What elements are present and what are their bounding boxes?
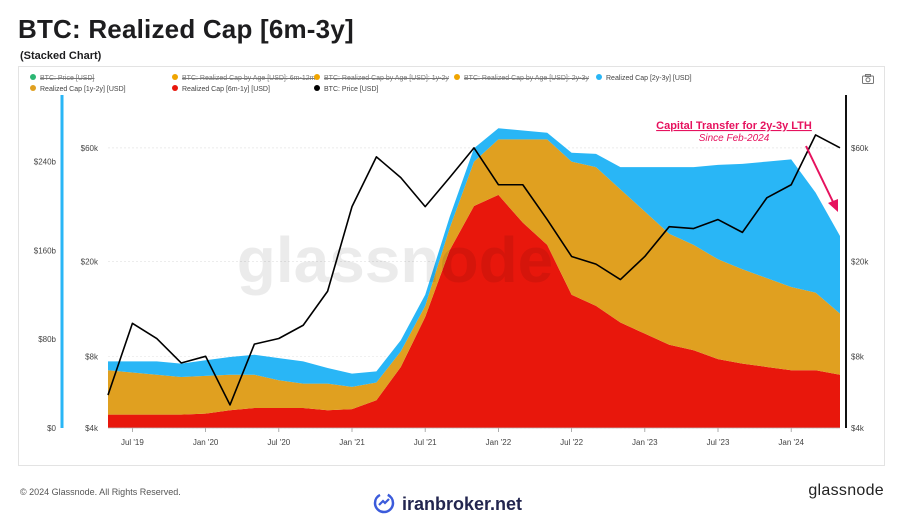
annotation-arrow-line	[805, 145, 835, 205]
left-y-tick-label: $0	[47, 424, 56, 433]
price-tick-label-right: $20k	[851, 258, 869, 267]
glassnode-brand[interactable]: glassnode	[808, 482, 884, 499]
iranbroker-logo-icon	[373, 492, 395, 514]
left-y-tick-label: $240b	[34, 158, 57, 167]
price-tick-label-left: $60k	[81, 144, 99, 153]
x-tick-label: Jul '20	[267, 438, 290, 447]
price-tick-label-left: $8k	[85, 352, 99, 361]
x-tick-label: Jul '22	[560, 438, 583, 447]
legend-dot	[314, 74, 320, 81]
x-tick-label: Jan '22	[486, 438, 512, 447]
x-tick-label: Jul '21	[414, 438, 437, 447]
legend-item-realized-cap-1y-2y[interactable]: Realized Cap [1y-2y] [USD]	[30, 83, 126, 97]
left-y-tick-label: $160b	[34, 246, 57, 255]
area-realized-cap-6m-1y-usd-	[108, 194, 840, 428]
price-tick-label-right: $60k	[851, 144, 869, 153]
price-tick-label-left: $20k	[81, 258, 99, 267]
copyright-text: © 2024 Glassnode. All Rights Reserved.	[20, 487, 181, 497]
chart-watermark: glassnode	[237, 224, 554, 296]
area-realized-cap-2y-3y-usd-	[108, 128, 840, 387]
x-tick-label: Jan '21	[339, 438, 365, 447]
price-tick-label-right: $8k	[851, 352, 865, 361]
legend-dot	[30, 85, 36, 92]
legend-dot	[596, 74, 602, 81]
x-tick-label: Jul '23	[707, 438, 730, 447]
legend-item-rc-6m-12m[interactable]: BTC: Realized Cap by Age [USD]: 6m-12m	[172, 72, 315, 86]
legend-item-rc-1y-2y[interactable]: BTC: Realized Cap by Age [USD]: 1y-2y	[314, 72, 449, 86]
legend-dot	[172, 74, 178, 81]
legend-item-btc-price-black[interactable]: BTC: Price [USD]	[314, 83, 378, 97]
legend-item-rc-2y-3y[interactable]: BTC: Realized Cap by Age [USD]: 2y-3y	[454, 72, 589, 86]
x-tick-label: Jan '24	[778, 438, 804, 447]
x-tick-label: Jan '23	[632, 438, 658, 447]
price-tick-label-left: $4k	[85, 424, 99, 433]
x-tick-label: Jul '19	[121, 438, 144, 447]
x-tick-label: Jan '20	[193, 438, 219, 447]
page-title: BTC: Realized Cap [6m-3y]	[18, 14, 354, 44]
camera-icon[interactable]	[862, 74, 874, 84]
legend-dot	[314, 85, 320, 92]
price-tick-label-right: $4k	[851, 424, 865, 433]
legend-dot	[454, 74, 460, 81]
legend-dot	[30, 74, 36, 81]
legend-item-realized-cap-2y-3y[interactable]: Realized Cap [2y-3y] [USD]	[596, 72, 692, 86]
stacked-areas	[108, 128, 840, 428]
legend-item-btc-price-green[interactable]: BTC: Price [USD]	[30, 72, 94, 86]
price-line-group	[107, 134, 841, 406]
legend-item-realized-cap-6m-1y[interactable]: Realized Cap [6m-1y] [USD]	[172, 83, 270, 97]
chart-axes: $0 $80b $160b $240b $4k $4k $8k $8k $20k $20k $60k…	[34, 95, 869, 447]
btc-price-line	[107, 134, 841, 406]
legend-dot	[172, 85, 178, 92]
annotation-group: Capital Transfer for 2y-3y LTH Since Feb…	[656, 120, 838, 212]
area-realized-cap-1y-2y-usd-	[108, 139, 840, 415]
page-subtitle: (Stacked Chart)	[20, 50, 102, 62]
partner-brand[interactable]: iranbroker.net	[402, 494, 523, 514]
annotation-title: Capital Transfer for 2y-3y LTH	[656, 120, 812, 132]
left-y-tick-label: $80b	[38, 335, 56, 344]
annotation-subtitle: Since Feb-2024	[699, 133, 770, 144]
annotation-arrow-head	[828, 199, 838, 212]
